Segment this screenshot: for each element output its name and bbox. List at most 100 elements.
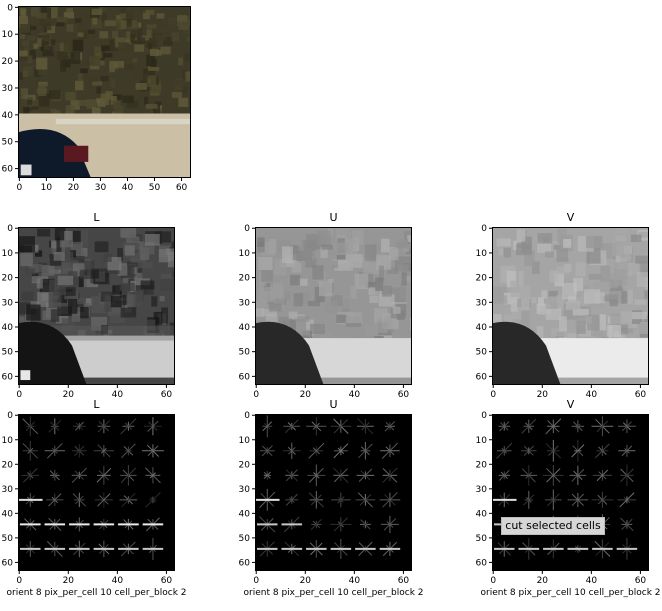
image-texture <box>345 239 357 254</box>
image-texture <box>134 37 145 45</box>
image-texture <box>73 22 85 32</box>
hog-gradient <box>523 445 534 456</box>
image-texture <box>42 46 54 57</box>
image-texture <box>148 43 153 50</box>
image-texture <box>30 6 40 17</box>
image-texture <box>518 285 531 303</box>
image-texture <box>146 38 158 48</box>
image-texture <box>613 331 626 345</box>
image-texture <box>103 253 112 262</box>
image-texture <box>627 289 633 305</box>
image-texture <box>60 287 76 296</box>
image-texture <box>178 97 189 107</box>
hog-gradient <box>383 518 397 531</box>
x-tick-label: 60 <box>161 576 173 586</box>
image-texture <box>80 306 89 319</box>
image-texture <box>64 231 72 241</box>
image-texture <box>503 292 520 305</box>
image-texture <box>109 313 125 324</box>
image-texture <box>558 316 567 332</box>
image-texture <box>122 232 128 239</box>
image-texture <box>21 291 34 301</box>
hog-gradient <box>25 421 35 431</box>
y-tick-label: 20 <box>239 460 251 470</box>
y-tick-label: 60 <box>2 372 14 382</box>
image-texture <box>306 319 314 336</box>
hog-gradient <box>333 517 348 532</box>
image-texture <box>27 35 35 41</box>
image-texture <box>648 348 649 362</box>
image-texture <box>50 309 60 322</box>
image-texture <box>65 91 76 101</box>
y-tick-label: 60 <box>2 165 14 175</box>
image-texture <box>599 314 606 331</box>
image-texture <box>518 270 524 287</box>
hog-gradient <box>546 493 560 507</box>
y-tick-label: 30 <box>476 485 488 495</box>
image-texture <box>43 44 50 51</box>
y-tick-label: 0 <box>7 411 13 421</box>
image-texture <box>186 36 191 42</box>
axes-frame <box>18 414 175 571</box>
image-texture <box>279 259 296 268</box>
hog-gradient <box>521 418 537 434</box>
image-texture <box>57 251 74 263</box>
image-texture <box>261 270 273 282</box>
x-tick-label: 40 <box>349 390 361 400</box>
image-texture <box>365 324 379 336</box>
image-texture <box>411 334 412 343</box>
image-texture <box>562 282 577 300</box>
image-texture <box>178 57 184 66</box>
image-texture <box>88 29 96 35</box>
y-tick-label: 50 <box>476 534 488 544</box>
image-texture <box>77 73 83 81</box>
y-tick-label: 30 <box>2 298 14 308</box>
axes-frame <box>18 6 191 178</box>
panel-title: U <box>329 398 337 411</box>
x-axis-label: orient 8 pix_per_cell 10 cell_per_block … <box>7 588 187 598</box>
image-texture <box>20 32 26 39</box>
image-texture <box>498 248 504 256</box>
image-texture <box>178 25 189 30</box>
image-texture <box>404 270 412 282</box>
hog-gradient <box>596 420 609 432</box>
image-texture <box>600 265 611 282</box>
image-texture <box>48 292 62 309</box>
image-texture <box>112 100 121 108</box>
image-texture <box>354 273 369 290</box>
hog-gradient <box>597 495 607 505</box>
hog-gradient <box>74 445 85 457</box>
image-texture <box>288 311 298 319</box>
hog-gradient <box>46 442 63 459</box>
panel-title: L <box>93 398 100 411</box>
hog-gradient <box>525 472 533 479</box>
image-texture <box>143 68 155 75</box>
image-texture <box>77 32 84 37</box>
image-texture <box>122 295 128 306</box>
x-tick-label: 60 <box>161 390 173 400</box>
hog-gradient <box>619 492 635 508</box>
image-texture <box>63 12 75 19</box>
image-texture <box>92 13 98 25</box>
image-texture <box>269 303 282 312</box>
x-tick-label: 40 <box>586 576 598 586</box>
image-texture <box>266 318 278 325</box>
image-texture <box>109 60 115 73</box>
hog-gradient <box>120 418 137 435</box>
image-texture <box>171 241 175 253</box>
image-texture <box>37 228 51 237</box>
image-texture <box>72 263 85 277</box>
hog-gradient <box>571 493 585 507</box>
image-texture <box>110 295 122 308</box>
image-texture <box>133 290 144 307</box>
hog-background <box>18 414 175 571</box>
image-texture <box>375 277 384 292</box>
x-tick-label: 20 <box>63 576 75 586</box>
tooltip-cut-selected-cells[interactable]: cut selected cells <box>501 517 605 535</box>
image-texture <box>138 8 150 13</box>
image-texture <box>608 273 618 288</box>
image-texture <box>134 44 145 52</box>
y-tick-label: 0 <box>7 3 13 13</box>
image-texture <box>23 105 30 116</box>
image-texture <box>117 263 128 276</box>
